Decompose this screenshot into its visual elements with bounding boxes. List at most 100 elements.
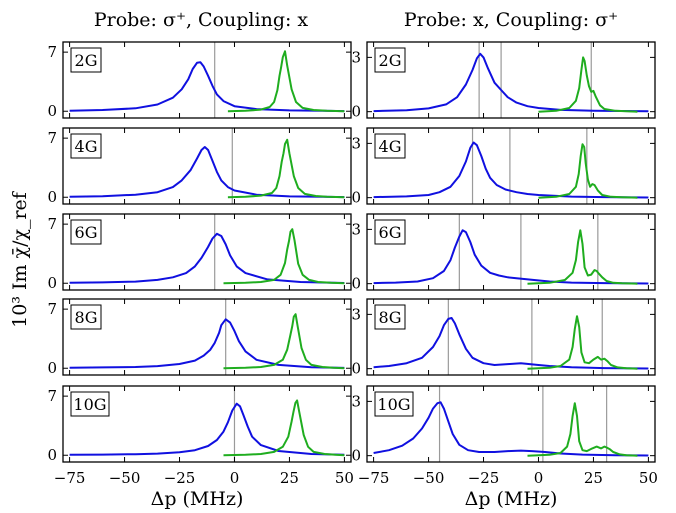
y-tick-label: 0 <box>351 103 361 121</box>
blue-series-line <box>373 141 649 199</box>
x-tick-label: −50 <box>413 469 445 487</box>
y-tick-label: 0 <box>351 189 361 207</box>
green-series-line <box>527 229 638 285</box>
y-tick-label: 7 <box>47 300 57 318</box>
y-tick-label: 3 <box>351 48 361 66</box>
field-label: 10G <box>73 395 106 414</box>
panel-left-10G: −75 −50 −25 0 25 50 0 7 10G <box>47 385 354 487</box>
column-title-left: Probe: σ⁺, Coupling: x <box>94 9 309 31</box>
field-label-box <box>70 219 102 245</box>
y-tick-label: 3 <box>351 305 361 323</box>
panel-frame <box>62 298 352 376</box>
green-series-line <box>538 143 638 199</box>
x-tick-label: −25 <box>468 469 500 487</box>
field-label: 2G <box>75 51 98 70</box>
blue-series-line <box>69 61 345 113</box>
green-series-line <box>223 313 345 370</box>
green-series-line <box>527 315 638 370</box>
panel-frame <box>366 385 656 463</box>
field-label-box <box>374 133 406 159</box>
x-tick-label: 50 <box>335 469 354 487</box>
field-label: 8G <box>379 308 402 327</box>
y-tick-label: 0 <box>47 446 57 464</box>
panel-left-6G: 0 7 6G <box>47 213 352 292</box>
column-title-right: Probe: x, Coupling: σ⁺ <box>404 9 618 31</box>
field-label: 4G <box>379 137 402 156</box>
panel-left-2G: 0 7 2G <box>47 41 352 120</box>
green-series-line <box>227 138 345 199</box>
y-tick-label: 0 <box>47 274 57 292</box>
field-label: 8G <box>75 308 98 327</box>
blue-series-line <box>373 229 649 285</box>
panel-right-4G: 0 3 4G <box>351 127 656 207</box>
blue-series-line <box>69 232 345 284</box>
blue-series-line <box>373 317 649 370</box>
panel-frame <box>62 213 352 291</box>
panel-frame <box>62 127 352 205</box>
green-series-line <box>223 228 345 285</box>
green-series-line <box>227 50 345 113</box>
panel-right-10G: −75 −50 −25 0 25 50 0 3 10G <box>351 385 658 487</box>
y-tick-label: 3 <box>351 134 361 152</box>
field-label-box <box>374 47 406 73</box>
x-axis-label-left: Δp (MHz) <box>151 488 244 510</box>
y-tick-label: 0 <box>351 360 361 378</box>
blue-series-line <box>373 401 649 457</box>
panel-frame <box>366 41 656 119</box>
x-tick-label: 50 <box>639 469 658 487</box>
x-tick-label: 0 <box>534 469 544 487</box>
blue-series-line <box>69 146 345 199</box>
blue-series-line <box>69 402 345 456</box>
x-tick-label: −75 <box>54 469 86 487</box>
y-tick-label: 0 <box>47 359 57 377</box>
y-tick-label: 7 <box>47 43 57 61</box>
field-label: 10G <box>377 395 410 414</box>
blue-series-line <box>69 318 345 369</box>
field-label-box <box>70 304 102 330</box>
field-label: 6G <box>379 223 402 242</box>
x-tick-label: −75 <box>358 469 390 487</box>
panel-right-8G: 0 3 8G <box>351 298 656 378</box>
panel-right-6G: 0 3 6G <box>351 213 656 293</box>
field-label: 2G <box>379 51 402 70</box>
green-series-line <box>223 399 345 457</box>
field-label-box <box>70 391 110 417</box>
panel-frame <box>62 41 352 119</box>
panel-frame <box>366 213 656 291</box>
blue-series-line <box>373 52 649 113</box>
x-axis-label-right: Δp (MHz) <box>465 488 558 510</box>
field-label: 6G <box>75 223 98 242</box>
x-tick-label: −50 <box>109 469 141 487</box>
y-tick-label: 0 <box>351 275 361 293</box>
field-label: 4G <box>75 137 98 156</box>
y-tick-label: 7 <box>47 215 57 233</box>
x-tick-label: −25 <box>164 469 196 487</box>
field-label-box <box>374 219 406 245</box>
y-tick-label: 7 <box>47 129 57 147</box>
panel-frame <box>366 298 656 376</box>
panel-right-2G: 0 3 2G <box>351 41 656 121</box>
y-tick-label: 3 <box>351 220 361 238</box>
x-tick-label: 25 <box>584 469 603 487</box>
x-tick-label: 25 <box>280 469 299 487</box>
y-tick-label: 7 <box>47 387 57 405</box>
panel-frame <box>62 385 352 463</box>
panel-frame <box>366 127 656 205</box>
y-tick-label: 3 <box>351 392 361 410</box>
y-axis-label: 10³ Im χ̄/χ_ref <box>9 190 31 328</box>
y-tick-label: 0 <box>47 188 57 206</box>
y-tick-label: 0 <box>47 102 57 120</box>
field-label-box <box>374 391 414 417</box>
panel-left-8G: 0 7 8G <box>47 298 352 377</box>
panel-left-4G: 0 7 4G <box>47 127 352 206</box>
field-label-box <box>374 304 406 330</box>
field-label-box <box>70 47 102 73</box>
green-series-line <box>527 402 638 457</box>
x-tick-label: 0 <box>230 469 240 487</box>
y-tick-label: 0 <box>351 447 361 465</box>
green-series-line <box>538 56 638 113</box>
field-label-box <box>70 133 102 159</box>
